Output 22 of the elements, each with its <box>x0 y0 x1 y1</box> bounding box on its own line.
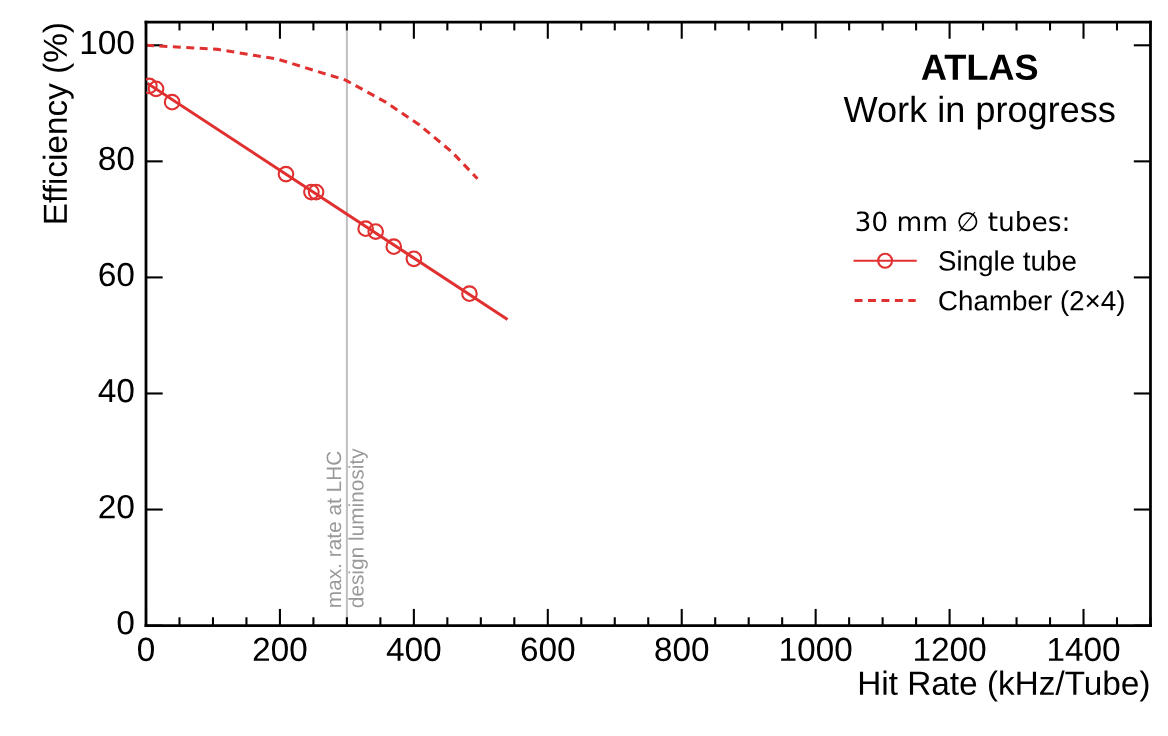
x-tick-label: 0 <box>138 637 154 662</box>
y-tick-label: 60 <box>99 262 134 287</box>
x-tick-label: 1000 <box>781 637 852 662</box>
y-tick-label: 80 <box>99 146 134 171</box>
x-tick-label: 1200 <box>915 637 986 662</box>
x-tick-label: 600 <box>521 637 575 662</box>
x-axis-title: Hit Rate (kHz/Tube) <box>859 670 1149 702</box>
legend-label: Chamber (2×4) <box>939 290 1124 317</box>
annotation: Work in progress <box>843 95 1115 130</box>
x-tick-label: 800 <box>655 637 709 662</box>
y-tick-label: 20 <box>99 494 134 519</box>
x-tick-label: 200 <box>253 637 307 662</box>
y-tick-label: 0 <box>117 610 134 635</box>
x-tick-label: 400 <box>386 637 441 662</box>
y-axis-title: Efficiency (%) <box>42 24 74 223</box>
x-tick-label: 1400 <box>1048 637 1120 662</box>
legend-label: Single tube <box>939 250 1076 277</box>
y-tick-label: 40 <box>98 378 134 403</box>
y-tick-label: 100 <box>81 30 134 55</box>
legend-title: 30 mm ∅ tubes: <box>856 210 1068 232</box>
ref-line-label: max. rate at LHC design luminosity <box>326 448 368 608</box>
annotation: ATLAS <box>921 54 1038 81</box>
